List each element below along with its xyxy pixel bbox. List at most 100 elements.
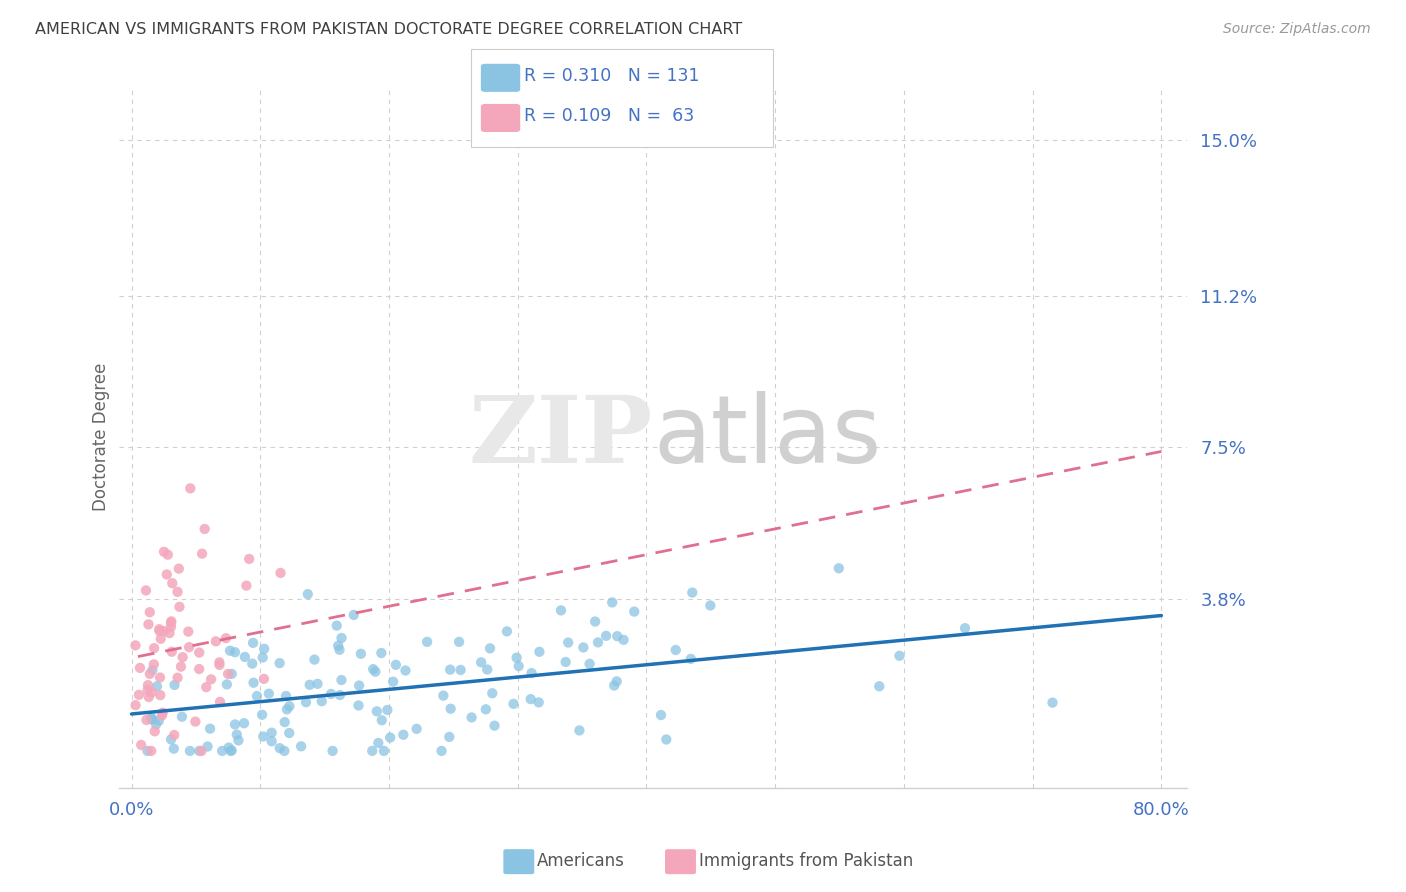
Point (269, 656, 291, 670)
Point (160, 732, 183, 747)
Point (141, 713, 163, 727)
Point (276, 702, 298, 716)
Point (141, 663, 163, 677)
Point (319, 687, 342, 701)
Point (142, 657, 165, 672)
Point (166, 671, 188, 685)
Point (623, 605, 645, 619)
Point (198, 722, 221, 736)
Point (141, 712, 163, 726)
Point (328, 642, 350, 657)
Point (136, 678, 159, 692)
Point (160, 620, 183, 634)
Point (392, 728, 415, 742)
Point (475, 702, 498, 716)
Point (153, 545, 176, 559)
Point (595, 629, 617, 643)
Point (136, 683, 159, 698)
Point (152, 706, 174, 720)
Point (439, 730, 461, 744)
Point (135, 583, 157, 598)
Point (311, 694, 333, 708)
Point (460, 710, 482, 724)
Point (240, 657, 263, 671)
Point (150, 708, 173, 723)
Point (138, 690, 160, 704)
Point (149, 688, 172, 702)
Point (148, 714, 170, 728)
Point (304, 653, 326, 667)
Point (163, 741, 186, 756)
Point (224, 645, 246, 659)
Point (655, 732, 678, 747)
Point (225, 728, 247, 742)
Point (252, 650, 274, 665)
Point (650, 708, 672, 723)
Point (273, 744, 295, 758)
Point (385, 657, 408, 672)
Point (160, 645, 183, 659)
Point (253, 641, 276, 656)
Point (205, 634, 228, 648)
Point (141, 685, 163, 699)
Point (330, 631, 353, 645)
Point (260, 734, 283, 748)
Point (606, 674, 628, 689)
Point (439, 663, 461, 677)
Point (167, 561, 190, 575)
Point (208, 695, 231, 709)
Point (600, 595, 623, 609)
Point (568, 723, 591, 738)
Point (260, 725, 283, 739)
Point (197, 739, 219, 754)
Point (508, 659, 530, 673)
Point (370, 646, 392, 660)
Point (529, 645, 551, 659)
Point (586, 635, 609, 649)
Point (527, 695, 550, 709)
Point (557, 635, 579, 649)
Point (612, 632, 634, 647)
Point (242, 636, 264, 650)
Point (221, 666, 243, 681)
Point (394, 664, 416, 678)
Point (218, 740, 240, 755)
Point (211, 744, 233, 758)
Point (228, 733, 250, 747)
Point (603, 679, 626, 693)
Point (367, 736, 389, 750)
Point (217, 667, 239, 681)
Point (257, 687, 280, 701)
Point (297, 587, 319, 601)
Point (141, 744, 163, 758)
Point (583, 615, 606, 629)
Point (347, 679, 370, 693)
Point (1042, 696, 1064, 710)
Point (699, 599, 721, 613)
Point (143, 724, 166, 739)
Point (190, 744, 212, 758)
Point (449, 635, 471, 649)
Point (233, 649, 256, 664)
Point (519, 692, 541, 706)
Point (550, 603, 572, 617)
Text: atlas: atlas (652, 391, 882, 483)
Point (382, 674, 405, 689)
Point (135, 713, 157, 727)
Point (129, 738, 152, 752)
Point (502, 697, 524, 711)
Point (163, 678, 186, 692)
Text: Immigrants from Pakistan: Immigrants from Pakistan (699, 852, 912, 870)
Point (169, 599, 191, 614)
Text: AMERICAN VS IMMIGRANTS FROM PAKISTAN DOCTORATE DEGREE CORRELATION CHART: AMERICAN VS IMMIGRANTS FROM PAKISTAN DOC… (35, 22, 742, 37)
Point (329, 688, 352, 702)
Point (160, 615, 183, 630)
Text: ZIP: ZIP (468, 392, 652, 482)
Point (350, 647, 373, 661)
Point (138, 617, 160, 632)
Point (208, 657, 231, 672)
Point (124, 639, 146, 653)
Point (665, 643, 688, 657)
Point (149, 624, 172, 639)
Point (347, 698, 370, 713)
